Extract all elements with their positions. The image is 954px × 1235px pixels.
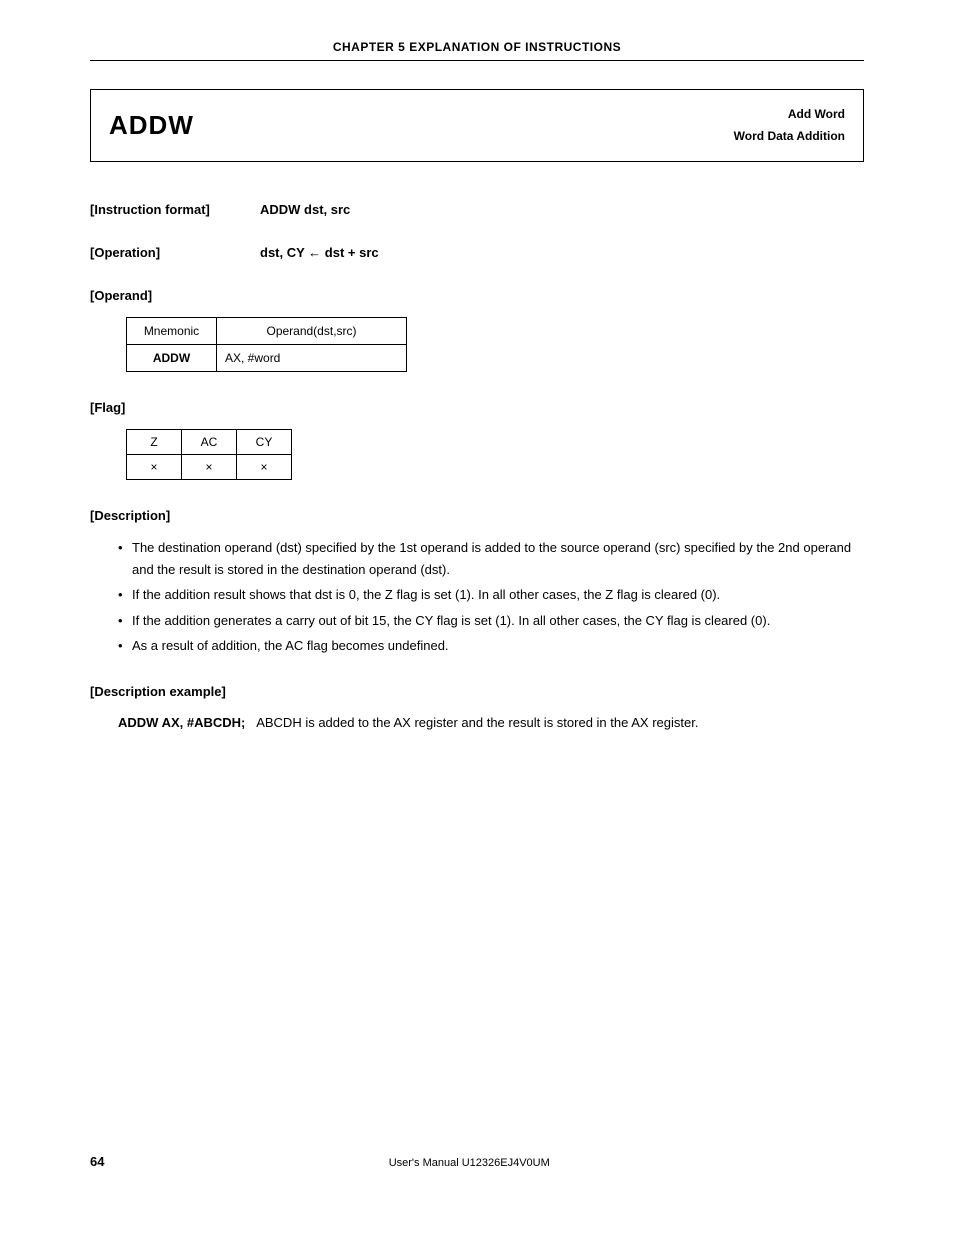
example-code: ADDW AX, #ABCDH; [118,715,245,730]
table-header-row: Z AC CY [127,430,292,455]
operand-header-mnemonic: Mnemonic [127,318,217,345]
operation-row: [Operation] dst, CY ← dst + src [90,245,864,260]
page-number: 64 [90,1154,104,1169]
operand-cell-mnemonic: ADDW [127,345,217,372]
instruction-format-label: [Instruction format] [90,202,260,217]
flag-header-cy: CY [237,430,292,455]
manual-id: User's Manual U12326EJ4V0UM [104,1157,834,1169]
operand-label: [Operand] [90,288,864,303]
table-row: × × × [127,455,292,480]
title-right-line1: Add Word [734,104,845,126]
instruction-title-box: ADDW Add Word Word Data Addition [90,89,864,162]
operation-label: [Operation] [90,245,260,260]
description-example-body: ADDW AX, #ABCDH; ABCDH is added to the A… [90,713,864,734]
flag-header-ac: AC [182,430,237,455]
description-label: [Description] [90,508,864,523]
flag-label: [Flag] [90,400,864,415]
flag-section: [Flag] Z AC CY × × × [90,400,864,480]
instruction-mnemonic: ADDW [109,110,194,141]
operation-value: dst, CY ← dst + src [260,245,379,260]
list-item: If the addition generates a carry out of… [118,610,864,631]
list-item: As a result of addition, the AC flag bec… [118,635,864,656]
flag-value-z: × [127,455,182,480]
operand-header-operand: Operand(dst,src) [217,318,407,345]
example-text: ABCDH is added to the AX register and th… [256,715,698,730]
table-header-row: Mnemonic Operand(dst,src) [127,318,407,345]
flag-value-ac: × [182,455,237,480]
flag-header-z: Z [127,430,182,455]
list-item: The destination operand (dst) specified … [118,537,864,580]
list-item: If the addition result shows that dst is… [118,584,864,605]
operand-table: Mnemonic Operand(dst,src) ADDW AX, #word [126,317,407,372]
operand-section: [Operand] Mnemonic Operand(dst,src) ADDW… [90,288,864,372]
instruction-format-row: [Instruction format] ADDW dst, src [90,202,864,217]
table-row: ADDW AX, #word [127,345,407,372]
description-list: The destination operand (dst) specified … [90,537,864,656]
description-section: [Description] The destination operand (d… [90,508,864,656]
chapter-header: CHAPTER 5 EXPLANATION OF INSTRUCTIONS [90,40,864,61]
instruction-format-value: ADDW dst, src [260,202,350,217]
operand-cell-operand: AX, #word [217,345,407,372]
page-footer: 64 User's Manual U12326EJ4V0UM [90,1154,864,1169]
flag-table: Z AC CY × × × [126,429,292,480]
instruction-title-right: Add Word Word Data Addition [734,104,845,147]
title-right-line2: Word Data Addition [734,126,845,148]
description-example-section: [Description example] ADDW AX, #ABCDH; A… [90,684,864,734]
description-example-label: [Description example] [90,684,864,699]
flag-value-cy: × [237,455,292,480]
